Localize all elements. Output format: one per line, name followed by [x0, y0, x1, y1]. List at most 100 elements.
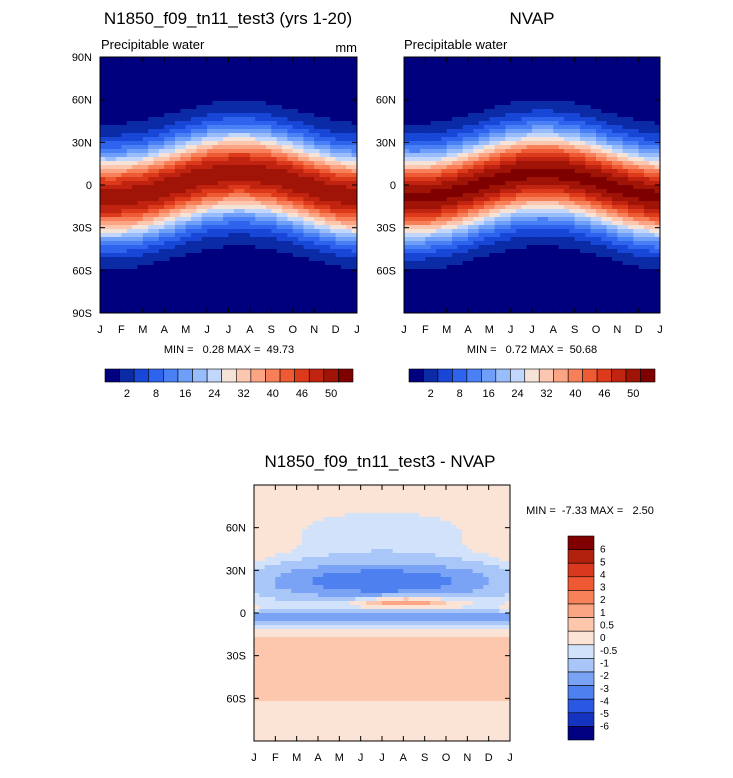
- field-cell: [325, 57, 331, 62]
- field-cell: [271, 165, 277, 170]
- field-cell: [468, 165, 474, 170]
- colorbar-box: [222, 369, 237, 382]
- field-cell: [186, 69, 192, 74]
- field-cell: [314, 177, 320, 182]
- field-cell: [314, 73, 320, 78]
- field-cell: [100, 265, 106, 270]
- field-cell: [404, 81, 410, 86]
- field-cell: [271, 141, 277, 146]
- field-cell: [271, 61, 277, 66]
- field-cell: [148, 105, 154, 110]
- field-cell: [202, 85, 208, 90]
- field-cell: [191, 129, 197, 134]
- field-cell: [484, 117, 490, 122]
- field-cell: [261, 305, 267, 310]
- field-cell: [346, 229, 352, 234]
- field-cell: [170, 273, 176, 278]
- field-cell: [154, 281, 160, 286]
- field-cell: [277, 213, 283, 218]
- field-cell: [537, 277, 543, 282]
- field-cell: [196, 221, 202, 226]
- field-cell: [527, 157, 533, 162]
- field-cell: [132, 265, 138, 270]
- field-cell: [159, 297, 165, 302]
- field-cell: [516, 93, 522, 98]
- field-cell: [303, 193, 309, 198]
- field-cell: [175, 149, 181, 154]
- field-cell: [425, 169, 431, 174]
- field-cell: [452, 69, 458, 74]
- field-cell: [325, 237, 331, 242]
- field-cell: [457, 97, 463, 102]
- field-cell: [143, 253, 149, 258]
- field-cell: [202, 217, 208, 222]
- field-cell: [116, 277, 122, 282]
- field-cell: [137, 249, 143, 254]
- field-cell: [441, 297, 447, 302]
- field-cell: [293, 233, 299, 238]
- field-cell: [532, 297, 538, 302]
- field-cell: [212, 197, 218, 202]
- field-cell: [441, 197, 447, 202]
- field-cell: [495, 181, 501, 186]
- field-cell: [303, 221, 309, 226]
- field-cell: [404, 157, 410, 162]
- field-cell: [148, 245, 154, 250]
- field-cell: [202, 133, 208, 138]
- field-cell: [468, 221, 474, 226]
- field-cell: [314, 141, 320, 146]
- field-cell: [175, 109, 181, 114]
- field-cell: [164, 121, 170, 126]
- field-cell: [202, 289, 208, 294]
- field-cell: [404, 245, 410, 250]
- field-cell: [105, 249, 111, 254]
- field-cell: [452, 77, 458, 82]
- field-cell: [229, 81, 235, 86]
- field-cell: [548, 289, 554, 294]
- field-cell: [320, 305, 326, 310]
- field-cell: [425, 221, 431, 226]
- field-cell: [245, 81, 251, 86]
- field-cell: [234, 81, 240, 86]
- field-cell: [239, 293, 245, 298]
- field-cell: [154, 153, 160, 158]
- field-cell: [245, 109, 251, 114]
- field-cell: [116, 245, 122, 250]
- field-cell: [196, 297, 202, 302]
- field-cell: [229, 257, 235, 262]
- field-cell: [341, 305, 347, 310]
- field-cell: [489, 141, 495, 146]
- field-cell: [127, 161, 133, 166]
- field-cell: [457, 305, 463, 310]
- field-cell: [293, 229, 299, 234]
- field-cell: [250, 213, 256, 218]
- field-cell: [320, 245, 326, 250]
- field-cell: [468, 133, 474, 138]
- field-cell: [271, 133, 277, 138]
- field-cell: [191, 77, 197, 82]
- field-cell: [489, 245, 495, 250]
- field-cell: [484, 185, 490, 190]
- field-cell: [132, 57, 138, 62]
- field-cell: [346, 305, 352, 310]
- field-cell: [186, 181, 192, 186]
- field-cell: [346, 245, 352, 250]
- field-cell: [207, 113, 213, 118]
- field-cell: [473, 57, 479, 62]
- field-cell: [191, 213, 197, 218]
- field-cell: [164, 265, 170, 270]
- field-cell: [255, 57, 261, 62]
- field-cell: [186, 57, 192, 62]
- field-cell: [212, 133, 218, 138]
- field-cell: [473, 133, 479, 138]
- field-cell: [154, 113, 160, 118]
- field-cell: [473, 193, 479, 198]
- field-cell: [320, 65, 326, 70]
- field-cell: [532, 233, 538, 238]
- field-cell: [282, 189, 288, 194]
- field-cell: [261, 133, 267, 138]
- field-cell: [489, 81, 495, 86]
- field-cell: [137, 281, 143, 286]
- field-cell: [521, 105, 527, 110]
- field-cell: [330, 177, 336, 182]
